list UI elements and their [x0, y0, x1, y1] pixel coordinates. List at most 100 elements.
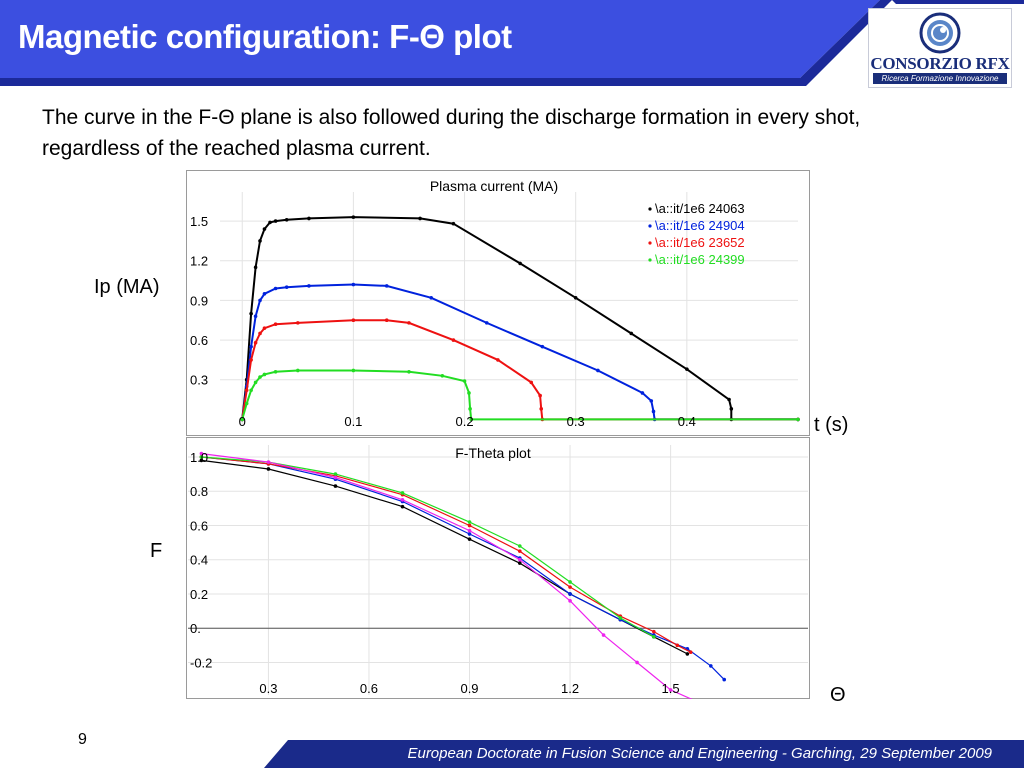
data-point — [539, 407, 544, 411]
data-point — [262, 227, 267, 231]
data-point — [538, 393, 542, 398]
data-point — [384, 318, 389, 323]
chart-title: Plasma current (MA) — [430, 178, 558, 194]
data-point — [266, 467, 271, 471]
data-point — [384, 284, 389, 288]
data-point — [468, 407, 472, 411]
y-tick-label: 0.4 — [190, 553, 208, 568]
data-point — [258, 375, 262, 379]
footer-bar: European Doctorate in Fusion Science and… — [264, 740, 1024, 768]
data-point — [407, 369, 411, 374]
data-point — [244, 401, 249, 406]
f-theta-chart: 1.0 0.8 0.6 0.4 0.2 0. -0.2 0.3 0.6 0.9 1.2 1.5 F-Th… — [186, 437, 810, 699]
data-point — [253, 340, 258, 345]
data-point — [651, 409, 656, 414]
legend-marker — [648, 224, 652, 228]
data-point — [249, 358, 253, 362]
plasma-current-svg: 0.3 0.6 0.9 1.2 1.5 0 0.1 0.2 0.3 0.4 Plasma curre… — [186, 170, 810, 436]
chart-frame — [186, 170, 810, 436]
data-point — [273, 219, 278, 223]
data-point — [629, 331, 634, 336]
y-tick-label: 1.0 — [190, 450, 208, 465]
title-bar-shape — [0, 0, 1024, 86]
data-point — [649, 399, 654, 403]
data-point — [685, 367, 689, 371]
chart-frame — [186, 437, 810, 699]
data-point — [351, 215, 356, 219]
y-tick-label: 1.2 — [190, 254, 208, 269]
data-point — [258, 298, 262, 303]
data-point — [258, 331, 262, 336]
data-point — [240, 417, 245, 422]
data-point — [640, 391, 645, 395]
data-point — [469, 417, 474, 422]
data-point — [268, 220, 272, 225]
y-tick-label: -0.2 — [190, 655, 212, 670]
data-point — [307, 216, 311, 221]
y-tick-label: 0.3 — [190, 373, 208, 388]
legend-marker — [648, 207, 652, 211]
series-line-3 — [241, 369, 798, 421]
intro-text: The curve in the F-Θ plane is also follo… — [42, 106, 861, 160]
data-point — [440, 373, 445, 378]
data-point — [652, 634, 656, 639]
data-point — [467, 391, 471, 395]
x-tick-label: 0.9 — [460, 681, 478, 696]
series-line-2 — [241, 319, 798, 421]
y-tick-label: 0.2 — [190, 587, 208, 602]
time-axis-label: t (s) — [814, 414, 849, 436]
data-point — [517, 561, 522, 565]
y-tick-label: 0. — [190, 621, 201, 636]
data-point — [467, 520, 472, 524]
data-point — [496, 358, 500, 362]
data-point — [709, 664, 713, 668]
data-point — [249, 388, 253, 393]
data-point — [351, 282, 356, 287]
data-point — [484, 321, 489, 325]
data-point — [796, 417, 800, 422]
data-point — [467, 537, 472, 541]
legend-entry: \a::it/1e6 24904 — [655, 218, 745, 233]
footer-shape — [264, 740, 1024, 768]
x-tick-label: 1.2 — [561, 681, 579, 696]
data-point — [517, 557, 522, 562]
legend-entry: \a::it/1e6 24399 — [655, 252, 745, 267]
data-point — [529, 380, 534, 385]
data-point — [351, 318, 356, 323]
data-point — [618, 616, 623, 620]
data-point — [296, 321, 300, 325]
data-point — [573, 295, 578, 300]
legend-marker — [648, 241, 652, 245]
data-point — [568, 592, 572, 596]
data-point — [253, 265, 258, 270]
data-point — [244, 388, 249, 393]
x-tick-label: 0.3 — [567, 414, 585, 429]
data-point — [568, 585, 572, 589]
data-point — [451, 338, 456, 342]
plasma-current-chart: 0.3 0.6 0.9 1.2 1.5 0 0.1 0.2 0.3 0.4 Plasma curre… — [186, 170, 810, 436]
x-tick-label: 0.3 — [259, 681, 277, 696]
x-tick-label: 1.5 — [662, 681, 680, 696]
y-tick-label: 0.6 — [190, 518, 208, 533]
series-line-0 — [201, 459, 688, 655]
data-point — [258, 239, 262, 243]
data-point — [601, 633, 606, 637]
data-point — [722, 677, 727, 682]
legend-entry: \a::it/1e6 24063 — [655, 201, 745, 216]
data-point — [467, 528, 472, 533]
y-tick-label: 1.5 — [190, 214, 208, 229]
data-point — [273, 286, 278, 291]
x-tick-label: 0.4 — [678, 414, 696, 429]
page-number: 9 — [78, 731, 87, 748]
x-tick-label: 0.2 — [455, 414, 473, 429]
data-point — [351, 368, 356, 373]
data-point — [333, 472, 338, 476]
legend-entry: \a::it/1e6 23652 — [655, 235, 745, 250]
data-point — [451, 221, 456, 226]
data-point — [249, 311, 253, 316]
data-point — [685, 652, 690, 656]
data-point — [199, 458, 204, 463]
data-point — [418, 216, 422, 221]
data-point — [273, 369, 278, 374]
data-point — [429, 295, 433, 300]
